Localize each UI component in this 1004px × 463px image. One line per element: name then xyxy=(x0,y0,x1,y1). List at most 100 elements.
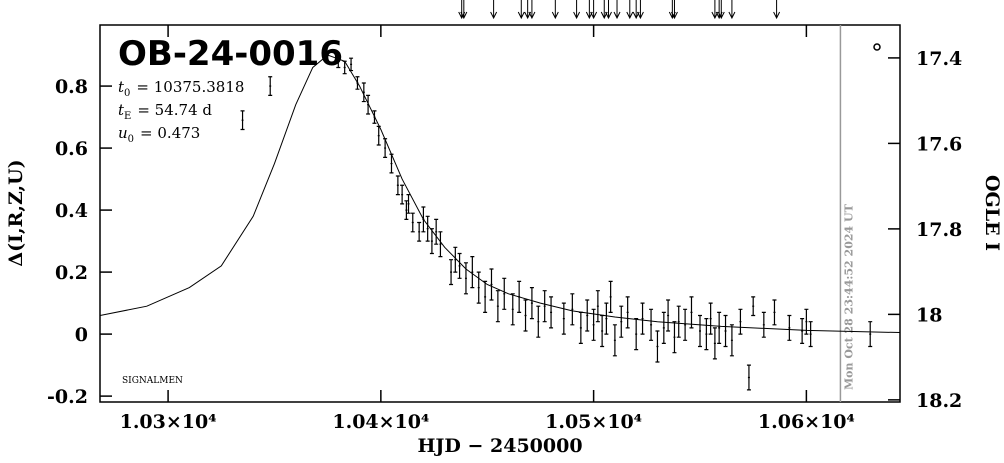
error-bar xyxy=(604,302,609,335)
error-bar xyxy=(400,184,405,205)
error-bar xyxy=(449,259,454,286)
error-bar xyxy=(389,153,394,174)
param-subscript: E xyxy=(124,111,131,122)
y2-tick-label: 17.8 xyxy=(916,219,962,241)
error-bar xyxy=(366,94,371,115)
error-bar xyxy=(578,311,583,345)
plot-frame xyxy=(99,24,901,403)
error-bar xyxy=(608,280,613,313)
observation-arrow xyxy=(551,0,559,20)
error-bar xyxy=(595,290,600,323)
error-bar xyxy=(683,308,688,341)
observation-arrow xyxy=(585,0,593,20)
error-bar xyxy=(549,296,554,329)
observation-arrow xyxy=(528,0,536,20)
error-bar xyxy=(619,305,624,338)
error-bar xyxy=(689,296,694,329)
error-bar xyxy=(634,318,639,351)
error-bar xyxy=(361,82,366,103)
observation-arrow xyxy=(590,0,598,20)
error-bar xyxy=(868,321,873,348)
error-bar xyxy=(729,324,734,357)
error-bar xyxy=(600,314,605,348)
error-bar xyxy=(542,290,547,323)
observation-arrow xyxy=(460,0,468,20)
observation-arrow xyxy=(728,0,736,20)
error-bar xyxy=(672,321,677,354)
y2-tick-label: 17.6 xyxy=(916,133,962,155)
error-bar xyxy=(438,231,443,258)
observation-arrow xyxy=(573,0,581,20)
param-symbol: t xyxy=(118,101,125,119)
param-symbol: t xyxy=(118,78,125,96)
y-tick-label: 0 xyxy=(75,324,88,346)
y-axis-label: Δ(I,R,Z,U) xyxy=(5,159,27,266)
error-bar xyxy=(708,302,713,335)
error-bar xyxy=(417,221,422,242)
observation-arrow xyxy=(613,0,621,20)
error-bar xyxy=(336,54,341,69)
error-bar xyxy=(395,175,400,196)
error-bar xyxy=(429,228,434,255)
error-bar xyxy=(585,299,590,332)
y2-tick-label: 18 xyxy=(916,304,942,326)
y2-tick-label: 18.2 xyxy=(916,390,962,412)
param-subscript: 0 xyxy=(124,88,130,99)
error-bar xyxy=(425,215,430,242)
observation-arrow xyxy=(632,0,640,20)
error-bar xyxy=(470,255,475,289)
error-bar xyxy=(625,296,630,329)
fit-parameter: t0 = 10375.3818 xyxy=(118,78,244,99)
chart-title: OB-24-0016 xyxy=(118,34,343,74)
error-bar xyxy=(476,271,481,304)
error-bar xyxy=(489,268,494,301)
error-bar xyxy=(698,314,702,348)
observation-arrow xyxy=(717,0,725,20)
observation-arrow xyxy=(626,0,634,20)
error-bar xyxy=(591,308,596,341)
marker-circle xyxy=(873,43,881,51)
error-bar xyxy=(434,218,439,245)
error-bar xyxy=(529,286,534,320)
error-bar xyxy=(704,318,709,351)
y-tick-label: 0.2 xyxy=(55,262,88,284)
error-bar xyxy=(502,277,507,310)
observation-arrow xyxy=(517,0,525,20)
error-bar xyxy=(649,308,654,341)
y2-tick-label: 17.4 xyxy=(916,48,962,70)
error-bar xyxy=(536,305,541,338)
error-bar xyxy=(746,364,751,391)
observation-arrow xyxy=(524,0,532,20)
param-value: = 54.74 d xyxy=(137,101,212,119)
error-bar xyxy=(342,60,347,75)
error-bar xyxy=(761,311,766,338)
error-bar xyxy=(751,296,756,317)
param-symbol: u xyxy=(118,124,128,142)
error-bar xyxy=(570,293,575,326)
x-tick-label: 1.03×10⁴ xyxy=(120,411,217,433)
y2-axis-label: OGLE I xyxy=(981,175,1003,251)
observation-arrow xyxy=(711,0,719,20)
model-curve xyxy=(100,54,900,334)
error-bar xyxy=(463,262,468,295)
fit-parameter: u0 = 0.473 xyxy=(118,124,200,145)
error-bar xyxy=(240,110,245,131)
error-bar xyxy=(612,324,617,357)
error-bar xyxy=(406,193,411,214)
observation-arrow xyxy=(605,0,612,20)
observation-arrow xyxy=(636,0,644,20)
param-value: = 0.473 xyxy=(140,124,200,142)
x-tick-label: 1.06×10⁴ xyxy=(758,411,855,433)
error-bar xyxy=(655,330,660,363)
error-bar xyxy=(666,299,671,332)
x-tick-label: 1.04×10⁴ xyxy=(332,411,429,433)
error-bar xyxy=(453,246,458,273)
error-bar xyxy=(640,302,645,335)
error-bar xyxy=(510,293,515,326)
error-bar xyxy=(383,138,388,158)
fit-parameter: tE = 54.74 d xyxy=(118,101,212,122)
error-bar xyxy=(349,57,354,72)
error-bar xyxy=(712,327,717,360)
observation-arrow xyxy=(600,0,608,20)
y-tick-label: 0.6 xyxy=(55,138,88,160)
